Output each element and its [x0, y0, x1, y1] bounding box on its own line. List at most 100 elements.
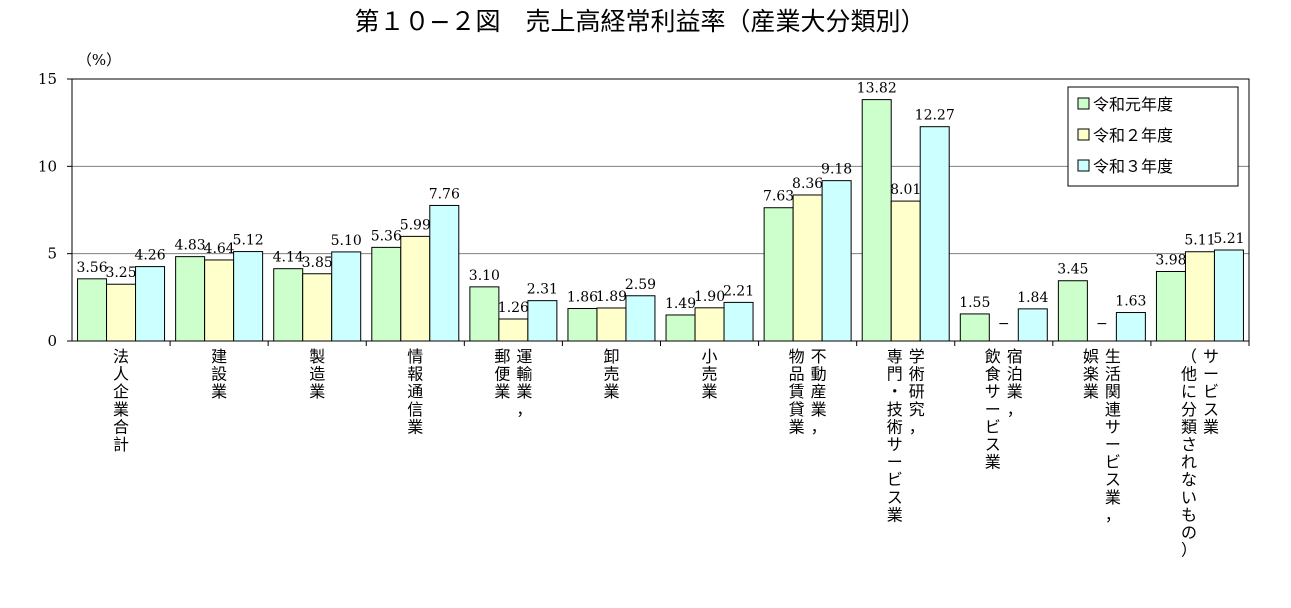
category-label-char: 不	[811, 347, 827, 366]
category-label-char: ー	[887, 453, 903, 472]
data-label-1-3: 4.14	[273, 250, 304, 266]
category-label-char: も	[1181, 505, 1197, 524]
category-label-char: 郵	[494, 347, 510, 366]
category-label-char: 業	[1105, 488, 1121, 507]
category-label-char: 専	[887, 347, 903, 366]
category-label-char: 業	[702, 382, 718, 401]
data-label-3-8: 9.18	[821, 162, 852, 178]
category-label-char: 便	[494, 365, 510, 384]
bar-2-8	[792, 194, 823, 342]
data-label-2-2: 4.64	[204, 241, 235, 257]
category-label-char: 業	[113, 400, 129, 419]
category-label-char: サ	[1203, 347, 1219, 366]
category-label-char: 計	[113, 435, 129, 454]
data-label-2-4: 5.99	[400, 217, 431, 233]
legend-swatch-3	[1077, 159, 1090, 172]
bar-1-5	[469, 286, 500, 342]
data-label-1-6: 1.86	[567, 290, 598, 306]
data-labels: 3.563.254.26 4.834.645.12 4.143.85 5.10 5.36…	[76, 81, 1244, 332]
category-label-char: 連	[1105, 400, 1121, 419]
y-tick-label: 0	[47, 332, 57, 350]
legend-label-3: 令和３年度	[1093, 157, 1173, 176]
category-label-char: 業	[985, 453, 1001, 472]
category-label-char: 門	[887, 365, 903, 384]
category-label-char: ス	[985, 435, 1001, 454]
legend-label-2: 令和２年度	[1093, 126, 1173, 145]
data-label-2-3: 3.85	[302, 255, 333, 271]
category-label-char: サ	[985, 382, 1001, 401]
data-label-2-9: 8.01	[890, 182, 921, 198]
category-label-char: 食	[985, 365, 1001, 384]
category-label-char: ビ	[1203, 382, 1219, 401]
category-label-char: ビ	[1105, 453, 1121, 472]
y-tick-label: 15	[38, 70, 57, 88]
y-axis-unit-label: （%）	[77, 51, 121, 69]
category-label-char: ス	[1105, 470, 1121, 489]
data-label-3-10: 1.84	[1017, 290, 1048, 306]
bar-1-6	[567, 308, 598, 342]
category-label-char: 泊	[1007, 365, 1023, 384]
category-label-char: 卸	[603, 347, 619, 366]
data-label-3-9: 12.27	[915, 108, 955, 124]
data-label-2-7: 1.90	[694, 289, 725, 305]
category-label-char: 造	[309, 365, 325, 384]
y-tick-label: 10	[38, 157, 57, 175]
category-label-char: ー	[1203, 365, 1219, 384]
y-axis-ticks: 0 5 10 15	[38, 70, 72, 350]
category-label-char: 企	[113, 382, 129, 401]
category-label-char: に	[1181, 382, 1197, 401]
bar-3-3	[331, 251, 362, 342]
bar-1-11	[1057, 280, 1088, 342]
category-label-char: ，	[811, 417, 827, 436]
bar-1-2	[175, 256, 206, 342]
bar-3-6	[625, 295, 656, 342]
category-label-char: 業	[1083, 382, 1099, 401]
legend-box	[1067, 86, 1239, 187]
category-label-char: ー	[1105, 435, 1121, 454]
bar-1-9	[861, 99, 892, 342]
bar-3-7	[723, 301, 754, 342]
bar-2-4	[400, 235, 431, 342]
category-labels: 法人企業合計建設業製造業情報通信業運輸業，郵便業卸売業小売業不動産業，物品賃貸業…	[113, 347, 1219, 560]
category-label-char: 動	[811, 365, 827, 384]
category-label-char: 学	[909, 347, 925, 366]
bar-2-6	[596, 307, 627, 342]
category-label-char: 法	[113, 347, 129, 366]
y-tick-label: 5	[47, 245, 57, 263]
category-label-char: 関	[1105, 382, 1121, 401]
category-label-char: 分	[1181, 400, 1197, 419]
bar-1-12	[1155, 270, 1186, 342]
category-label-char: ，	[909, 417, 925, 436]
plot-frame	[71, 78, 1250, 346]
data-label-1-8: 7.63	[763, 189, 794, 205]
bar-3-5	[527, 300, 558, 342]
category-label-char: 業	[494, 382, 510, 401]
category-label-char: サ	[887, 435, 903, 454]
category-label-char: 業	[309, 382, 325, 401]
category-label-char: 賃	[789, 382, 805, 401]
category-label-char: 運	[516, 347, 532, 366]
data-label-3-6: 2.59	[625, 277, 656, 293]
category-label-char: 輸	[516, 365, 532, 384]
category-label-char: ，	[1105, 505, 1121, 524]
bar-3-2	[233, 251, 264, 342]
category-label-char: 人	[113, 365, 129, 384]
data-label-1-12: 3.98	[1155, 252, 1186, 268]
bar-2-2	[204, 259, 235, 342]
category-label-char: 信	[407, 400, 423, 419]
data-label-1-11: 3.45	[1057, 262, 1088, 278]
category-label-char: 活	[1105, 365, 1121, 384]
bar-3-10	[1017, 308, 1048, 342]
category-label-char: 研	[909, 382, 925, 401]
bar-2-1	[106, 283, 137, 342]
category-label-char: 製	[309, 347, 325, 366]
bar-1-7	[665, 314, 696, 342]
legend-label-1: 令和元年度	[1093, 95, 1173, 114]
category-label-char: 究	[909, 400, 925, 419]
category-label-char: 売	[702, 365, 718, 384]
bar-3-4	[429, 204, 460, 342]
legend-swatch-2	[1077, 128, 1090, 141]
category-label-char: ス	[1203, 400, 1219, 419]
category-label-char: さ	[1181, 435, 1197, 454]
